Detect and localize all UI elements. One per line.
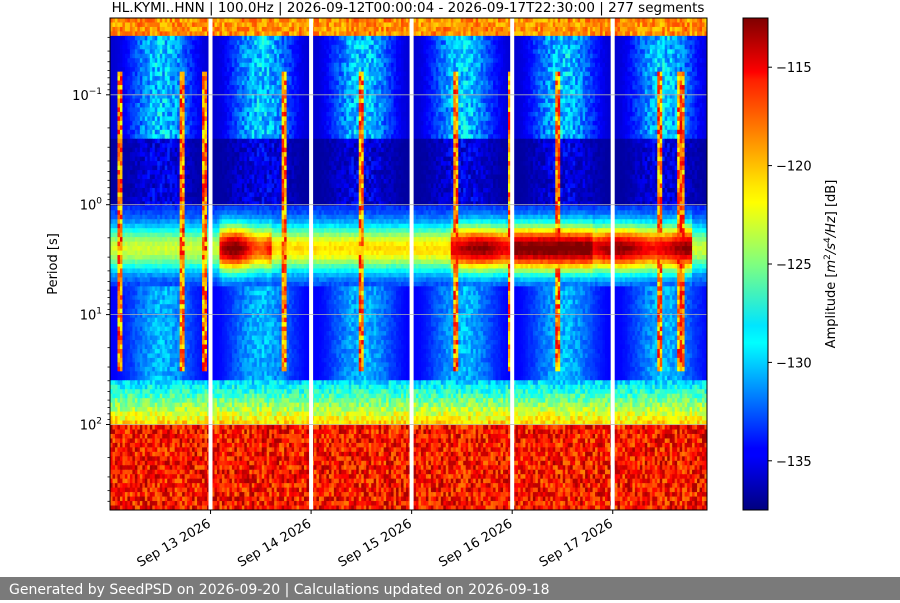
spectrogram-heatmap [110,18,708,511]
spectrogram-figure: HL.KYMI..HNN | 100.0Hz | 2026-09-12T00:0… [0,0,900,577]
chart-title: HL.KYMI..HNN | 100.0Hz | 2026-09-12T00:0… [112,0,705,16]
